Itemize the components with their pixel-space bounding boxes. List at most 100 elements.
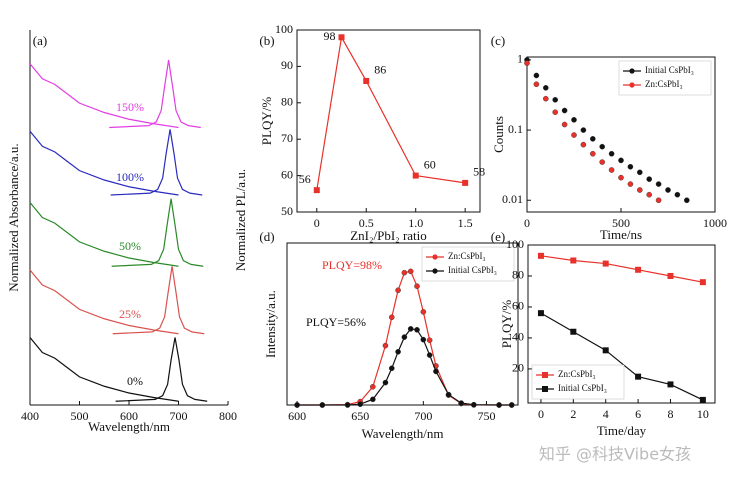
marker <box>552 109 559 115</box>
panel-label: (e) <box>491 229 505 244</box>
marker <box>637 169 643 176</box>
y-tick-label: 70 <box>281 131 293 145</box>
y-tick-label: 60 <box>512 299 524 313</box>
x-tick-label: 1.0 <box>408 216 423 230</box>
series-line <box>29 269 179 335</box>
x-axis-label: ZnI₂/PbI₂ ratio <box>350 228 427 243</box>
marker <box>618 174 624 181</box>
x-tick-label: 700 <box>170 409 188 423</box>
y-axis-label: PLQY/% <box>499 300 514 349</box>
marker <box>580 127 587 133</box>
series-line <box>29 337 179 402</box>
y2-axis-label: Normalized PL/a.u. <box>233 169 248 271</box>
panel-label: (b) <box>259 33 274 48</box>
marker <box>590 150 596 157</box>
panel-label: (d) <box>259 229 274 244</box>
marker <box>684 197 690 204</box>
x-tick-label: 2 <box>570 407 576 421</box>
x-tick-label: 0 <box>538 407 544 421</box>
x-tick-label: 800 <box>219 409 237 423</box>
marker <box>608 150 615 157</box>
x-tick-label: 0 <box>314 216 320 230</box>
y-tick-label: 20 <box>512 361 524 375</box>
marker <box>674 191 681 198</box>
marker <box>699 396 706 403</box>
x-tick-label: 1000 <box>703 216 727 230</box>
x-tick-label: 1.5 <box>458 216 473 230</box>
series-line <box>316 35 466 191</box>
y-axis-label: Counts <box>491 116 506 153</box>
series-line <box>109 59 201 129</box>
series-label: 0% <box>127 374 143 388</box>
marker <box>599 143 606 150</box>
series-line <box>29 202 179 267</box>
legend-label: Zn:CsPbI₃ <box>558 369 596 379</box>
marker <box>602 260 609 267</box>
marker <box>543 85 549 91</box>
x-tick-label: 500 <box>612 216 630 230</box>
x-tick-label: 400 <box>21 409 39 423</box>
marker <box>537 310 544 317</box>
marker <box>401 334 408 340</box>
y-axis-label: Intensity/a.u. <box>263 290 278 358</box>
y-tick-label: 0.1 <box>508 122 523 136</box>
marker <box>363 77 370 84</box>
marker <box>571 117 577 123</box>
marker <box>462 179 469 186</box>
plot-frame <box>286 242 519 406</box>
marker <box>608 167 615 173</box>
x-tick-label: 650 <box>351 409 369 423</box>
marker <box>599 159 606 165</box>
legend-marker <box>629 68 635 74</box>
panel-label: (a) <box>33 33 47 48</box>
y-tick-label: 80 <box>512 268 524 282</box>
marker <box>618 157 624 164</box>
marker <box>580 141 587 148</box>
marker <box>655 197 662 204</box>
marker <box>627 163 634 170</box>
marker <box>667 272 674 279</box>
marker <box>571 132 577 138</box>
marker <box>414 283 420 290</box>
y-tick-label: 100 <box>275 22 293 36</box>
plot-frame <box>296 29 481 213</box>
y-tick-label: 0.01 <box>502 192 523 206</box>
legend-label: Zn:CsPbI₃ <box>448 251 486 261</box>
marker <box>543 95 549 102</box>
marker <box>414 327 420 333</box>
series-line <box>115 337 208 402</box>
x-axis-label: Wavelength/nm <box>88 419 170 434</box>
x-tick-label: 600 <box>288 409 306 423</box>
y-axis-label: Normalized Absorbance/a.u. <box>6 143 21 291</box>
y-tick-label: 1 <box>517 52 523 66</box>
series-line <box>112 266 205 335</box>
x-axis-label: Time/day <box>597 423 647 438</box>
marker <box>388 365 395 372</box>
marker <box>655 181 662 187</box>
marker <box>533 81 540 88</box>
marker <box>533 72 540 79</box>
x-tick-label: 750 <box>477 409 495 423</box>
legend-marker <box>629 82 635 88</box>
x-tick-label: 600 <box>120 409 138 423</box>
marker <box>370 383 376 390</box>
data-label: 86 <box>374 63 386 77</box>
y-tick-label: 80 <box>281 95 293 109</box>
y-tick-label: 40 <box>512 330 524 344</box>
legend-marker <box>542 386 548 392</box>
marker <box>646 191 653 198</box>
x-tick-label: 700 <box>414 409 432 423</box>
marker <box>426 337 433 344</box>
series-line <box>540 312 704 401</box>
marker <box>382 379 389 386</box>
legend-box <box>618 60 712 96</box>
legend-box <box>421 246 515 282</box>
y-axis-label: PLQY/% <box>259 97 274 146</box>
marker <box>537 252 544 259</box>
marker <box>552 97 559 103</box>
legend-label: Initial CsPbI₃ <box>645 65 694 75</box>
data-label: 56 <box>299 172 311 186</box>
annotation: PLQY=98% <box>322 258 382 272</box>
marker <box>637 187 643 193</box>
